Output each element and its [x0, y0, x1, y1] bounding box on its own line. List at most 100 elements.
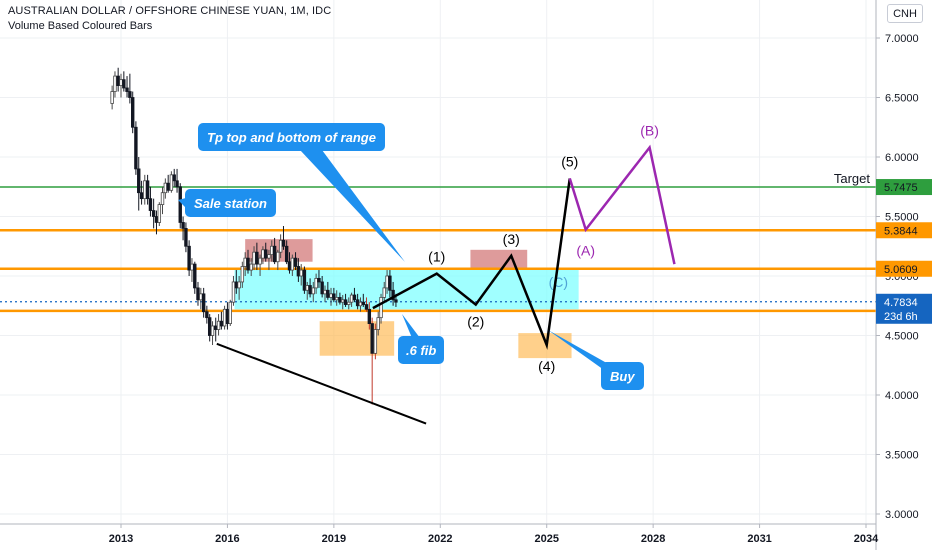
- candle-body: [169, 174, 174, 191]
- candle-body: [373, 329, 378, 354]
- candle-body: [228, 301, 232, 324]
- callout-tails: [178, 150, 612, 370]
- candle-body: [281, 239, 286, 247]
- candle-body: [329, 293, 333, 298]
- candle-body: [317, 277, 321, 283]
- candle-body: [343, 299, 348, 305]
- candle-body: [272, 245, 277, 263]
- price-tag-text: 5.3844: [884, 225, 918, 237]
- candle-body: [219, 320, 224, 327]
- candle-body: [110, 91, 114, 104]
- x-tick-label: 2031: [747, 533, 771, 545]
- candle-body: [258, 257, 262, 265]
- candle-body: [270, 245, 274, 255]
- candle-body: [276, 251, 280, 263]
- candle-body: [201, 293, 206, 313]
- candle-body: [249, 263, 253, 271]
- candle-body: [134, 126, 138, 170]
- candle-body: [334, 297, 339, 301]
- callout-fib: .6 fib: [398, 336, 445, 364]
- candle-body: [214, 325, 218, 330]
- candle-body: [196, 287, 200, 301]
- candle-body: [207, 317, 212, 336]
- y-tick-label: 6.0000: [885, 152, 919, 164]
- currency-button[interactable]: CNH: [887, 4, 923, 23]
- wave-label: (5): [561, 153, 578, 169]
- wave-label: (B): [640, 122, 659, 138]
- candle-body: [193, 263, 197, 289]
- candle-body: [231, 281, 236, 303]
- candle-body: [267, 254, 271, 259]
- candle-body: [216, 320, 221, 330]
- candle-body: [355, 299, 360, 307]
- candle-body: [178, 186, 182, 223]
- price-tag-text: 5.0609: [884, 264, 918, 276]
- wave-label: (2): [467, 314, 484, 330]
- callout-tail: [402, 314, 420, 338]
- price-tag-bg: [876, 179, 932, 196]
- candle-body: [278, 239, 283, 253]
- candle-body: [210, 325, 215, 336]
- y-tick-label: 7.0000: [885, 33, 919, 45]
- candle-body: [116, 75, 120, 87]
- candle-body: [349, 294, 354, 303]
- candle-body: [290, 257, 295, 271]
- candle-body: [296, 266, 301, 277]
- candle-body: [128, 91, 132, 98]
- current-price-tag-bg: [876, 293, 932, 324]
- candle-body: [160, 192, 165, 205]
- candle-body: [252, 251, 256, 265]
- price-tag-bg: [876, 260, 932, 277]
- candle-body: [314, 277, 318, 289]
- candle-body: [341, 299, 345, 303]
- candle-body: [240, 266, 245, 283]
- price-zone: [518, 333, 572, 359]
- candle-body: [302, 269, 307, 291]
- candle-body: [311, 287, 315, 295]
- x-tick-label: 2019: [322, 533, 346, 545]
- candle-body: [175, 180, 179, 188]
- candle-body: [394, 299, 398, 303]
- candle-body: [243, 257, 247, 267]
- candle-body: [385, 275, 389, 289]
- candle-body: [261, 249, 265, 259]
- candle-body: [326, 289, 330, 298]
- candle-body: [148, 198, 153, 211]
- candle-body: [379, 297, 383, 319]
- y-tick-label: 5.5000: [885, 212, 919, 224]
- candle-body: [382, 287, 386, 298]
- y-tick-label: 4.0000: [885, 390, 919, 402]
- chart-header: AUSTRALIAN DOLLAR / OFFSHORE CHINESE YUA…: [8, 4, 331, 34]
- candle-body: [255, 251, 259, 265]
- callout-buy: Buy: [601, 362, 644, 390]
- price-tag-bg: [876, 222, 932, 239]
- candle-body: [305, 285, 309, 291]
- candle-body: [376, 317, 380, 330]
- y-tick-label: 6.5000: [885, 93, 919, 105]
- y-tick-label: 3.0000: [885, 509, 919, 521]
- range-box-label: (C): [549, 274, 568, 290]
- candle-body: [154, 216, 159, 223]
- wave-label: (1): [428, 249, 445, 265]
- candle-body: [157, 204, 162, 223]
- callout-tail: [178, 198, 186, 208]
- candle-body: [284, 245, 289, 263]
- x-tick-label: 2025: [534, 533, 558, 545]
- candle-body: [199, 293, 203, 301]
- candle-body: [131, 97, 135, 128]
- candle-body: [347, 301, 351, 305]
- x-tick-label: 2016: [215, 533, 239, 545]
- candle-body: [205, 311, 209, 319]
- candle-body: [299, 269, 303, 277]
- candle-body: [151, 210, 156, 217]
- indicator-name: Volume Based Coloured Bars: [8, 20, 153, 32]
- candle-body: [361, 301, 366, 305]
- candle-body: [352, 294, 357, 301]
- impulse-wave: [372, 178, 572, 350]
- y-tick-label: 4.5000: [885, 331, 919, 343]
- candle-body: [190, 263, 194, 271]
- candle-body: [234, 281, 238, 289]
